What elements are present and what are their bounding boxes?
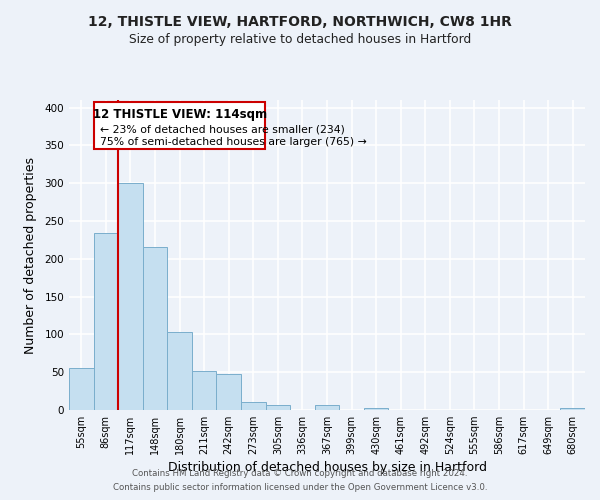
Text: Contains public sector information licensed under the Open Government Licence v3: Contains public sector information licen… <box>113 484 487 492</box>
Bar <box>241 402 266 410</box>
Bar <box>364 408 388 410</box>
Bar <box>143 246 167 410</box>
Text: Size of property relative to detached houses in Hartford: Size of property relative to detached ho… <box>129 32 471 46</box>
FancyBboxPatch shape <box>94 102 265 149</box>
X-axis label: Distribution of detached houses by size in Hartford: Distribution of detached houses by size … <box>167 462 487 474</box>
Bar <box>69 368 94 410</box>
Bar <box>94 233 118 410</box>
Bar <box>217 374 241 410</box>
Bar <box>266 406 290 410</box>
Text: Contains HM Land Registry data © Crown copyright and database right 2024.: Contains HM Land Registry data © Crown c… <box>132 468 468 477</box>
Text: 12 THISTLE VIEW: 114sqm: 12 THISTLE VIEW: 114sqm <box>92 108 266 120</box>
Text: ← 23% of detached houses are smaller (234): ← 23% of detached houses are smaller (23… <box>100 124 345 134</box>
Bar <box>560 408 585 410</box>
Text: 75% of semi-detached houses are larger (765) →: 75% of semi-detached houses are larger (… <box>100 136 367 146</box>
Bar <box>118 183 143 410</box>
Bar <box>167 332 192 410</box>
Y-axis label: Number of detached properties: Number of detached properties <box>25 156 37 354</box>
Bar <box>315 406 339 410</box>
Bar <box>192 370 217 410</box>
Text: 12, THISTLE VIEW, HARTFORD, NORTHWICH, CW8 1HR: 12, THISTLE VIEW, HARTFORD, NORTHWICH, C… <box>88 15 512 29</box>
